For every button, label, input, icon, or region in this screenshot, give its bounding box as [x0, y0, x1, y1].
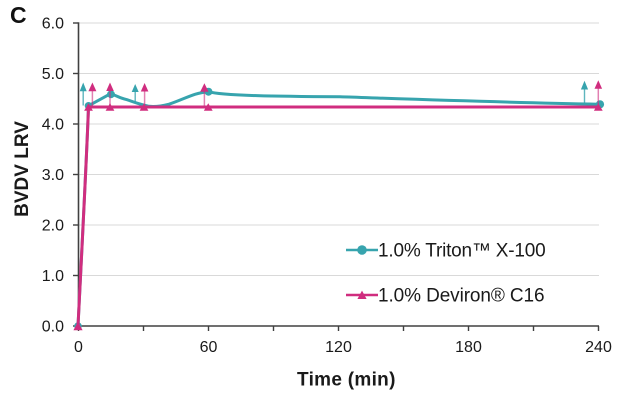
svg-text:1.0: 1.0: [42, 268, 64, 285]
svg-text:180: 180: [455, 339, 482, 356]
svg-text:3.0: 3.0: [42, 167, 64, 184]
svg-text:0.0: 0.0: [42, 319, 64, 336]
svg-text:240: 240: [585, 339, 612, 356]
svg-text:0: 0: [74, 339, 83, 356]
svg-text:2.0: 2.0: [42, 218, 64, 235]
svg-text:C: C: [10, 2, 27, 28]
svg-text:4.0: 4.0: [42, 117, 64, 134]
svg-text:6.0: 6.0: [42, 16, 64, 33]
svg-text:120: 120: [325, 339, 352, 356]
svg-text:Time (min): Time (min): [297, 370, 396, 391]
svg-text:5.0: 5.0: [42, 66, 64, 83]
svg-text:60: 60: [200, 339, 218, 356]
svg-text:1.0% Triton™ X-100: 1.0% Triton™ X-100: [378, 241, 545, 262]
svg-text:BVDV LRV: BVDV LRV: [12, 121, 33, 217]
svg-text:1.0% Deviron® C16: 1.0% Deviron® C16: [378, 286, 545, 307]
